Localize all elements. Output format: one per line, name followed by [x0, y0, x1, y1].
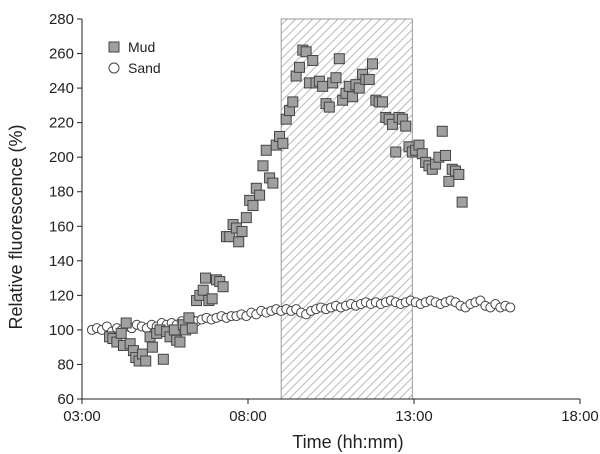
sand-point — [505, 302, 516, 313]
mud-point — [236, 225, 248, 237]
mud-point — [390, 146, 402, 158]
mud-point — [287, 96, 299, 108]
x-tick-label: 03:00 — [63, 408, 101, 425]
mud-point — [300, 46, 312, 58]
mud-point — [347, 91, 359, 103]
legend-label-mud: Mud — [128, 39, 155, 55]
series-sand — [86, 295, 516, 337]
y-tick-label: 120 — [49, 287, 74, 304]
mud-point — [200, 272, 212, 284]
mud-point — [436, 125, 448, 137]
mud-point — [183, 312, 195, 324]
mud-point — [186, 322, 198, 334]
mud-point — [317, 80, 329, 92]
mud-point — [197, 284, 209, 296]
mud-point — [157, 353, 169, 365]
mud-point — [307, 54, 319, 66]
mud-point — [267, 177, 279, 189]
legend-marker-sand — [108, 62, 120, 74]
mud-point — [254, 189, 266, 201]
mud-point — [247, 200, 259, 212]
mud-point — [363, 73, 375, 85]
mud-point — [206, 293, 218, 305]
y-tick-label: 160 — [49, 218, 74, 235]
legend-label-sand: Sand — [128, 60, 161, 76]
mud-point — [400, 120, 412, 132]
mud-point — [353, 82, 365, 94]
mud-point — [440, 149, 452, 161]
mud-point — [277, 137, 289, 149]
mud-point — [257, 160, 269, 172]
y-tick-label: 100 — [49, 322, 74, 339]
mud-point — [293, 61, 305, 73]
mud-point — [323, 101, 335, 113]
mud-point — [367, 58, 378, 70]
y-tick-label: 240 — [49, 80, 74, 97]
mud-point — [146, 341, 158, 353]
y-axis-title: Relative fluorescence (%) — [6, 124, 26, 329]
y-tick-label: 140 — [49, 253, 74, 270]
legend: Mud Sand — [108, 39, 161, 76]
y-tick-label: 180 — [49, 184, 74, 201]
mud-point — [456, 196, 468, 208]
mud-point — [115, 327, 127, 339]
mud-point — [140, 355, 152, 367]
mud-point — [376, 96, 388, 108]
mud-point — [120, 317, 132, 329]
mud-point — [443, 175, 455, 187]
mud-point — [260, 144, 272, 156]
legend-marker-mud — [108, 41, 120, 53]
x-tick-label: 13:00 — [395, 408, 433, 425]
y-tick-label: 260 — [49, 46, 74, 63]
y-tick-label: 80 — [57, 356, 74, 373]
mud-point — [240, 212, 252, 224]
mud-point — [174, 336, 186, 348]
y-tick-label: 280 — [49, 11, 74, 28]
x-tick-label: 08:00 — [229, 408, 267, 425]
x-tick-label: 18:00 — [561, 408, 599, 425]
y-tick-label: 200 — [49, 149, 74, 166]
mud-point — [333, 53, 345, 65]
mud-point — [330, 72, 342, 84]
series-mud — [104, 44, 468, 367]
mud-point — [453, 168, 465, 180]
mud-point — [217, 281, 229, 293]
y-tick-label: 220 — [49, 115, 74, 132]
x-axis-title: Time (hh:mm) — [292, 432, 403, 452]
y-tick-label: 60 — [57, 391, 74, 408]
mud-point — [233, 236, 245, 248]
